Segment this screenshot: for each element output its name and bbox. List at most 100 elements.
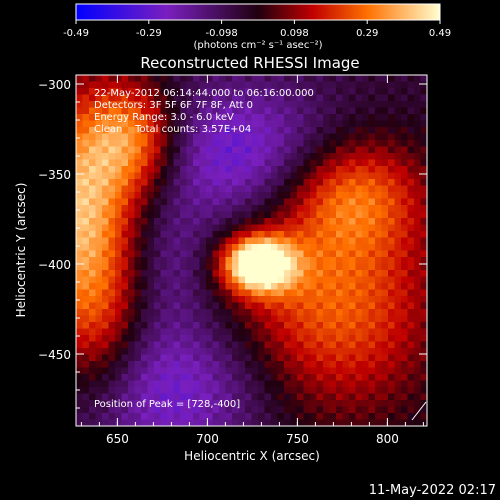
heatmap-cell — [388, 283, 395, 290]
heatmap-cell — [401, 335, 408, 342]
colorbar-tick-label: -0.49 — [63, 28, 89, 39]
heatmap-cell — [108, 179, 116, 186]
heatmap-cell — [154, 374, 161, 381]
heatmap-cell — [362, 328, 369, 336]
heatmap-cell — [284, 413, 291, 420]
heatmap-cell — [394, 81, 402, 89]
heatmap-cell — [342, 153, 350, 160]
heatmap-cell — [342, 75, 350, 82]
heatmap-cell — [141, 348, 148, 355]
heatmap-cell — [342, 393, 350, 401]
heatmap-cell — [219, 341, 226, 349]
heatmap-cell — [368, 237, 376, 245]
heatmap-cell — [238, 393, 246, 401]
heatmap-cell — [82, 289, 90, 297]
heatmap-cell — [206, 361, 213, 368]
heatmap-cell — [115, 185, 122, 193]
heatmap-cell — [329, 406, 337, 414]
heatmap-cell — [206, 133, 213, 141]
heatmap-cell — [134, 309, 142, 316]
heatmap-cell — [212, 237, 220, 245]
heatmap-cell — [264, 250, 272, 258]
heatmap-cell — [251, 302, 259, 310]
heatmap-cell — [277, 127, 285, 134]
heatmap-cell — [160, 374, 168, 381]
heatmap-cell — [147, 250, 155, 258]
heatmap-cell — [303, 400, 311, 407]
heatmap-cell — [219, 159, 226, 167]
heatmap-cell — [394, 283, 402, 290]
heatmap-cell — [368, 380, 376, 388]
heatmap-cell — [147, 146, 155, 154]
heatmap-cell — [264, 192, 272, 199]
heatmap-cell — [388, 302, 395, 310]
heatmap-cell — [303, 231, 311, 238]
heatmap-cell — [128, 166, 135, 173]
heatmap-cell — [199, 153, 207, 160]
heatmap-cell — [420, 387, 428, 394]
heatmap-cell — [414, 140, 421, 147]
heatmap-cell — [245, 380, 252, 388]
heatmap-cell — [199, 322, 207, 329]
heatmap-cell — [95, 302, 103, 310]
heatmap-cell — [160, 107, 168, 115]
heatmap-cell — [193, 315, 200, 323]
heatmap-cell — [264, 374, 272, 381]
heatmap-cell — [290, 166, 298, 173]
heatmap-cell — [381, 322, 389, 329]
heatmap-cell — [102, 322, 109, 329]
heatmap-cell — [277, 361, 285, 368]
heatmap-cell — [238, 341, 246, 349]
heatmap-cell — [277, 75, 285, 82]
heatmap-cell — [102, 257, 109, 264]
heatmap-cell — [310, 328, 317, 336]
heatmap-cell — [290, 380, 298, 388]
heatmap-cell — [258, 380, 265, 388]
heatmap-cell — [199, 185, 207, 193]
heatmap-cell — [290, 114, 298, 121]
heatmap-cell — [349, 380, 356, 388]
heatmap-cell — [342, 276, 350, 284]
heatmap-cell — [154, 88, 161, 95]
heatmap-cell — [297, 289, 304, 297]
heatmap-cell — [147, 341, 155, 349]
heatmap-cell — [154, 393, 161, 401]
heatmap-cell — [245, 237, 252, 245]
heatmap-cell — [310, 159, 317, 167]
heatmap-cell — [336, 146, 343, 154]
heatmap-cell — [134, 276, 142, 284]
heatmap-cell — [368, 276, 376, 284]
heatmap-cell — [102, 127, 109, 134]
heatmap-cell — [349, 205, 356, 212]
heatmap-cell — [336, 140, 343, 147]
heatmap-cell — [401, 309, 408, 316]
heatmap-cell — [401, 406, 408, 414]
heatmap-cell — [212, 328, 220, 336]
heatmap-cell — [303, 114, 311, 121]
heatmap-cell — [102, 198, 109, 206]
heatmap-cell — [193, 81, 200, 89]
heatmap-cell — [180, 413, 187, 420]
heatmap-cell — [245, 101, 252, 108]
heatmap-cell — [271, 406, 278, 414]
heatmap-cell — [336, 192, 343, 199]
heatmap-cell — [128, 413, 135, 420]
heatmap-cell — [362, 283, 369, 290]
heatmap-cell — [186, 335, 194, 342]
heatmap-cell — [108, 257, 116, 264]
heatmap-cell — [76, 198, 83, 206]
heatmap-cell — [180, 101, 187, 108]
heatmap-cell — [134, 133, 142, 141]
heatmap-cell — [219, 114, 226, 121]
heatmap-cell — [173, 283, 181, 290]
heatmap-cell — [232, 367, 239, 375]
y-axis: −300−350−400−450 — [38, 78, 427, 409]
heatmap-cell — [108, 231, 116, 238]
heatmap-cell — [355, 231, 363, 238]
x-axis-label: Heliocentric X (arcsec) — [184, 449, 320, 463]
heatmap-cell — [193, 413, 200, 420]
heatmap-cell — [323, 419, 330, 427]
heatmap-cell — [89, 237, 96, 245]
heatmap-cell — [316, 328, 324, 336]
heatmap-cell — [245, 94, 252, 102]
